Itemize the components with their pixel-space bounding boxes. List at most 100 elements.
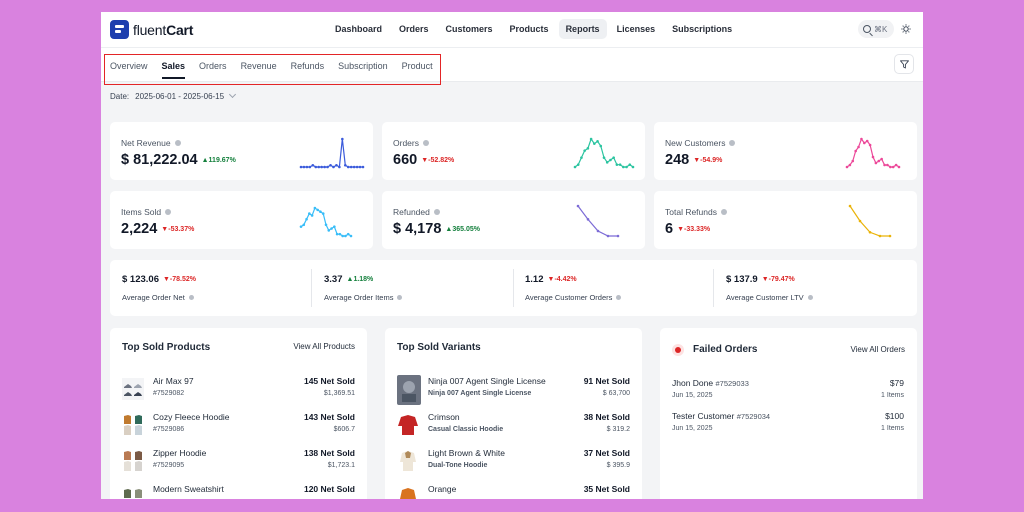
stat-card-new-customers: New Customers 248 ▼-54.9% (654, 122, 917, 180)
mini-delta-text: -79.47% (768, 276, 795, 283)
date-label: Date: (110, 91, 130, 101)
mini-stat-avg-customer-ltv: $ 137.9 ▼-79.47% Average Customer LTV (714, 260, 914, 316)
nav-products[interactable]: Products (509, 24, 549, 34)
search-icon (863, 25, 871, 33)
sparkline-line (846, 137, 900, 168)
stat-value: 6 ▼-33.33% (665, 221, 710, 237)
sparkline-line (300, 207, 352, 237)
info-icon[interactable] (174, 140, 181, 146)
stat-label: Total Refunds (665, 207, 727, 217)
variant-product: Ninja 007 Agent Single License (428, 390, 532, 397)
list-item[interactable]: Zipper Hoodie #7529095 138 Net Sold $1,7… (122, 447, 355, 477)
variant-product: Dual-Tone Hoodie (428, 462, 488, 469)
stat-delta: ▲119.67% (201, 157, 236, 164)
mini-stat-avg-customer-orders: 1.12 ▼-4.42% Average Customer Orders (513, 260, 713, 316)
info-icon[interactable] (616, 295, 622, 300)
sparkline-point (871, 155, 875, 159)
sold-amount: $ 63,700 (602, 390, 630, 397)
stat-label-text: Items Sold (121, 207, 162, 217)
sparkline-point (883, 163, 886, 167)
tab-subscription[interactable]: Subscription (338, 61, 388, 71)
card-title: Top Sold Variants (397, 342, 481, 353)
tab-overview[interactable]: Overview (110, 61, 148, 71)
mini-stat-avg-order-items: 3.37 ▲1.18% Average Order Items (312, 260, 512, 316)
stat-delta-text: -53.37% (168, 226, 195, 233)
sold-amount: $ 319.2 (606, 426, 630, 433)
mini-stat-value: $ 123.06 ▼-78.52% (122, 274, 196, 285)
sparkline-point (361, 165, 365, 169)
brand-logo[interactable]: fluentCart (110, 20, 193, 39)
nav-dashboard[interactable]: Dashboard (335, 24, 383, 34)
nav-customers[interactable]: Customers (445, 24, 493, 34)
list-item[interactable]: Light Brown & White Dual-Tone Hoodie 37 … (397, 447, 630, 477)
sparkline-point (851, 159, 855, 163)
stat-delta: ▼-33.33% (677, 226, 711, 233)
list-item[interactable]: Cozy Fleece Hoodie #7529086 143 Net Sold… (122, 411, 355, 441)
mini-value-text: 1.12 (525, 274, 544, 285)
list-item[interactable]: Crimson Casual Classic Hoodie 38 Net Sol… (397, 411, 630, 441)
sparkline-point (332, 165, 335, 169)
tab-revenue[interactable]: Revenue (240, 61, 277, 71)
sparkline-point (863, 141, 866, 145)
list-item[interactable]: Modern Sweatshirt 120 Net Sold (122, 483, 355, 499)
info-icon[interactable] (397, 295, 403, 300)
tab-sales[interactable]: Sales (161, 61, 186, 79)
sparkline-line (574, 137, 634, 168)
stat-label-text: Refunded (393, 207, 430, 217)
sparkline-point (618, 163, 622, 166)
product-sku: #7529095 (153, 462, 185, 469)
info-icon[interactable] (729, 140, 736, 146)
filter-button[interactable] (894, 54, 914, 74)
divider (311, 269, 312, 307)
sparkline-chart (299, 137, 365, 169)
list-item[interactable]: Orange 35 Net Sold (397, 483, 630, 499)
sparkline-point (854, 149, 857, 153)
customer-name-text: Tester Customer (672, 411, 735, 421)
nav-licenses[interactable]: Licenses (616, 24, 656, 34)
date-range-picker[interactable]: Date: 2025-06-01 - 2025-06-15 (110, 88, 237, 104)
nav-reports[interactable]: Reports (558, 19, 607, 39)
info-icon[interactable] (720, 209, 727, 215)
sparkline-point (355, 165, 359, 169)
sparkline-point (321, 212, 325, 215)
product-name: Cozy Fleece Hoodie (153, 412, 230, 422)
chevron-down-icon (229, 90, 237, 99)
tab-refunds[interactable]: Refunds (290, 61, 325, 71)
sparkline-point (302, 165, 306, 169)
info-icon[interactable] (433, 209, 440, 215)
info-icon[interactable] (165, 209, 172, 215)
net-sold: 35 Net Sold (583, 484, 630, 494)
view-all-orders-link[interactable]: View All Orders (850, 345, 905, 354)
sparkline-point (343, 163, 347, 167)
sparkline-point (358, 165, 362, 169)
net-sold: 143 Net Sold (303, 412, 355, 422)
search-button[interactable]: ⌘K (858, 20, 894, 38)
card-title: Top Sold Products (122, 342, 211, 353)
order-items-count: 1 Items (881, 425, 904, 432)
sun-icon[interactable] (901, 24, 911, 34)
sparkline-point (599, 144, 603, 148)
view-all-products-link[interactable]: View All Products (293, 342, 355, 351)
card-title: Failed Orders (693, 344, 758, 355)
list-item[interactable]: Jhon Done #7529033 Jun 15, 2025 $79 1 It… (672, 378, 904, 408)
tab-orders[interactable]: Orders (199, 61, 227, 71)
nav-subscriptions[interactable]: Subscriptions (672, 24, 733, 34)
list-item[interactable]: Ninja 007 Agent Single License Ninja 007… (397, 375, 630, 405)
sparkline-chart (845, 137, 901, 169)
tab-product[interactable]: Product (401, 61, 433, 71)
mini-delta: ▲1.18% (346, 276, 374, 283)
stat-label: Items Sold (121, 207, 172, 217)
stat-label: Refunded (393, 207, 440, 217)
mini-value-text: $ 137.9 (726, 274, 758, 285)
info-icon[interactable] (422, 140, 429, 146)
stat-delta: ▼-54.9% (693, 157, 723, 164)
sparkline-point (609, 158, 612, 162)
info-icon[interactable] (188, 295, 194, 300)
info-icon[interactable] (807, 295, 813, 300)
stat-label: New Customers (665, 138, 736, 148)
sneaker-thumbnail-icon (122, 378, 144, 400)
nav-orders[interactable]: Orders (399, 24, 429, 34)
list-item[interactable]: Air Max 97 #7529082 145 Net Sold $1,369.… (122, 375, 355, 405)
list-item[interactable]: Tester Customer #7529034 Jun 15, 2025 $1… (672, 411, 904, 441)
sparkline-point (305, 165, 309, 169)
